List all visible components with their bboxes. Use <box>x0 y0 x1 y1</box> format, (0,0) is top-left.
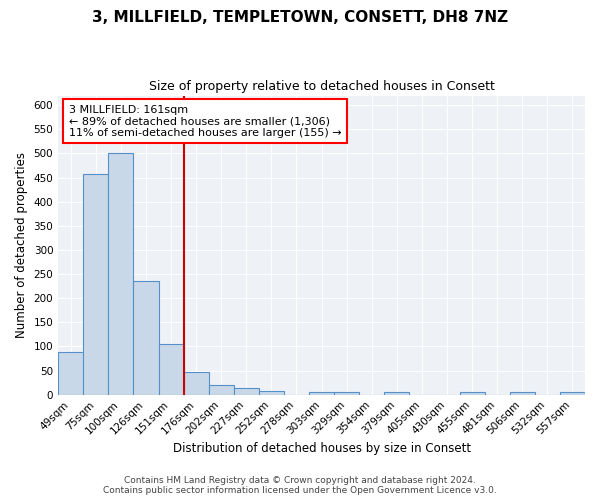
Bar <box>560 392 585 394</box>
Bar <box>460 392 485 394</box>
Bar <box>309 392 334 394</box>
Title: Size of property relative to detached houses in Consett: Size of property relative to detached ho… <box>149 80 494 93</box>
Bar <box>385 392 409 394</box>
Bar <box>133 282 158 395</box>
Bar <box>184 372 209 394</box>
Bar <box>83 174 109 394</box>
Bar <box>510 392 535 394</box>
Bar <box>109 154 133 394</box>
Bar <box>234 388 259 394</box>
Bar <box>209 385 234 394</box>
Bar <box>158 344 184 395</box>
Bar <box>334 392 359 394</box>
Text: 3, MILLFIELD, TEMPLETOWN, CONSETT, DH8 7NZ: 3, MILLFIELD, TEMPLETOWN, CONSETT, DH8 7… <box>92 10 508 25</box>
Y-axis label: Number of detached properties: Number of detached properties <box>15 152 28 338</box>
X-axis label: Distribution of detached houses by size in Consett: Distribution of detached houses by size … <box>173 442 470 455</box>
Bar <box>259 391 284 394</box>
Bar <box>58 352 83 395</box>
Text: 3 MILLFIELD: 161sqm
← 89% of detached houses are smaller (1,306)
11% of semi-det: 3 MILLFIELD: 161sqm ← 89% of detached ho… <box>69 104 341 138</box>
Text: Contains HM Land Registry data © Crown copyright and database right 2024.
Contai: Contains HM Land Registry data © Crown c… <box>103 476 497 495</box>
